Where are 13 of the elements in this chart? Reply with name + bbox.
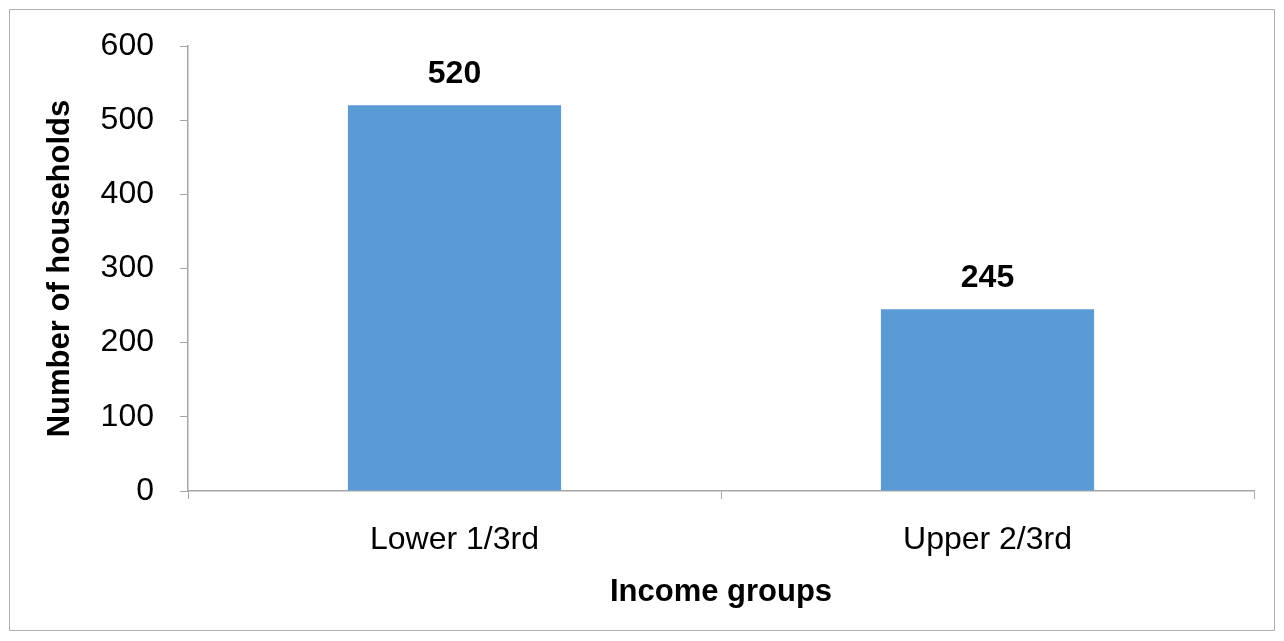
y-axis-title: Number of households	[41, 99, 77, 438]
y-tick-label: 300	[100, 248, 154, 285]
y-tick-label: 100	[100, 396, 154, 433]
y-tick-label: 0	[136, 470, 154, 507]
x-tick-label: Lower 1/3rd	[370, 520, 539, 557]
y-tick-label: 500	[100, 99, 154, 136]
y-tick-label: 600	[100, 25, 154, 62]
x-tick-label: Upper 2/3rd	[903, 520, 1072, 557]
x-axis-title: Income groups	[609, 572, 833, 608]
y-tick-label: 400	[100, 174, 154, 211]
data-label: 245	[960, 258, 1015, 295]
y-tick-label: 200	[100, 322, 154, 359]
data-label: 520	[427, 54, 482, 91]
